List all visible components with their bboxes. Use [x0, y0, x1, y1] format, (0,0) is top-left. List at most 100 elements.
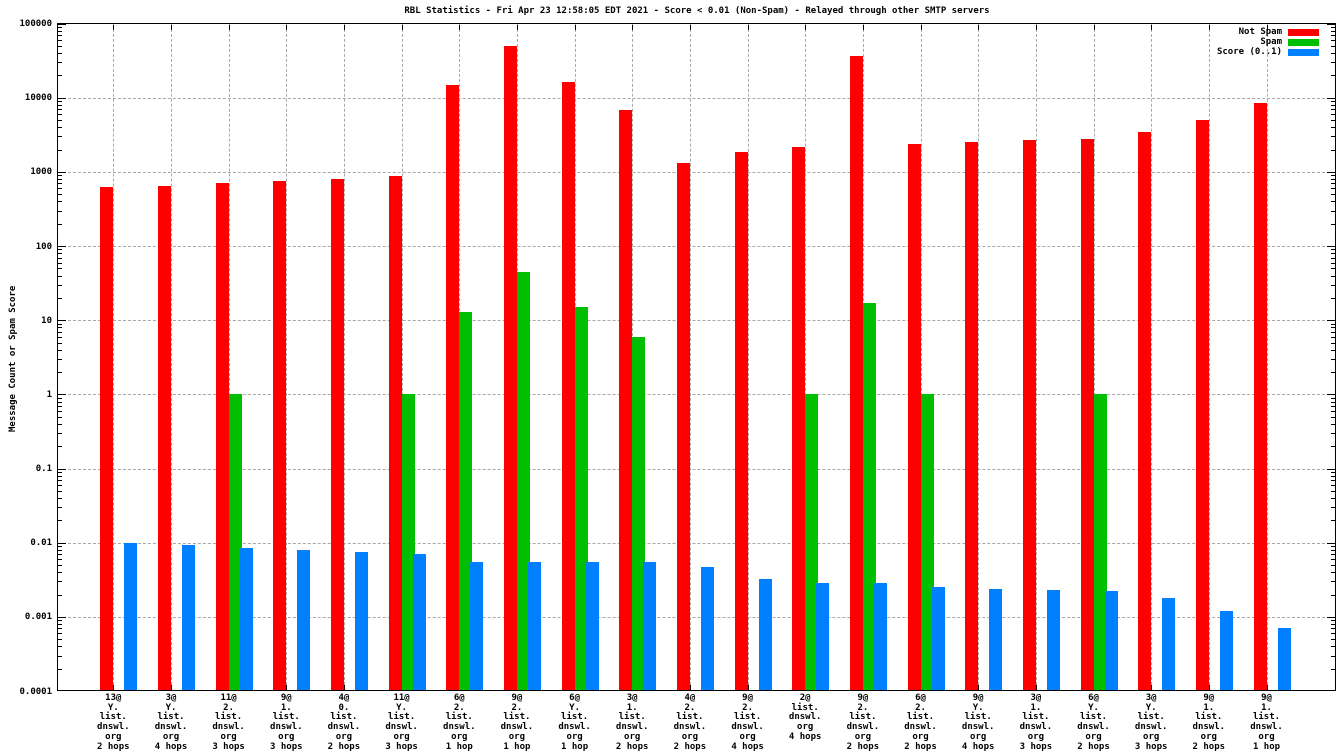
- x-tick-label-line: 2.: [742, 702, 754, 713]
- axis-tick-minor: [1331, 175, 1335, 177]
- gridline-h: [58, 171, 1335, 173]
- x-tick-label: 3@ Y. list. dnswl. org 3 hops: [1122, 693, 1180, 752]
- axis-tick-minor: [58, 249, 62, 251]
- legend: Not Spam Spam Score (0..1): [1217, 27, 1319, 57]
- axis-tick-minor: [1331, 45, 1335, 47]
- axis-tick-x: [286, 685, 288, 690]
- axis-tick-minor: [1331, 549, 1335, 551]
- x-tick-label-line: 4@: [338, 693, 350, 703]
- axis-tick-major: [58, 542, 66, 544]
- x-tick-label-line: 2 hops: [1077, 741, 1110, 752]
- axis-tick-minor: [58, 594, 62, 596]
- x-tick-label: 2@ list. dnswl. org 4 hops: [776, 693, 834, 743]
- x-tick-label-line: 2 hops: [673, 741, 707, 752]
- x-tick-label-line: org: [912, 731, 929, 742]
- axis-tick-minor: [1331, 323, 1335, 325]
- axis-tick-major: [1327, 320, 1335, 322]
- bar-score: [470, 561, 484, 690]
- axis-tick-minor: [58, 358, 62, 360]
- x-tick-label-line: list.: [734, 712, 762, 723]
- bar-not-spam: [100, 187, 114, 690]
- x-tick-label-line: dnswl.: [1134, 722, 1168, 733]
- x-tick-label-line: list.: [791, 702, 819, 713]
- x-tick-label-line: list.: [1022, 712, 1050, 723]
- axis-tick-x: [516, 24, 518, 30]
- y-tick-label: 0.01: [30, 538, 52, 549]
- x-tick-label-line: 3 hops: [1134, 741, 1168, 752]
- axis-tick-minor: [58, 405, 62, 407]
- x-tick-label-line: 4 hops: [731, 741, 764, 752]
- axis-tick-minor: [1331, 475, 1335, 477]
- bar-not-spam: [792, 147, 806, 690]
- bar-not-spam: [1022, 140, 1036, 690]
- bar-not-spam: [1080, 139, 1094, 690]
- x-tick-label: 4@ 0. list. dnswl. org 2 hops: [315, 693, 373, 752]
- x-tick-label-line: 2.: [511, 702, 523, 713]
- axis-tick-minor: [58, 35, 62, 36]
- axis-tick-x: [920, 24, 922, 30]
- axis-tick-minor: [58, 331, 62, 333]
- axis-tick-minor: [1331, 257, 1335, 259]
- x-tick-label-line: 6@: [453, 693, 465, 703]
- legend-item-not-spam: Not Spam: [1217, 27, 1319, 37]
- x-tick-label-line: 9@: [511, 693, 523, 703]
- legend-item-score: Score (0..1): [1217, 47, 1319, 57]
- axis-tick-x: [459, 24, 461, 30]
- axis-tick-major: [1327, 97, 1335, 99]
- axis-tick-minor: [58, 572, 62, 574]
- axis-tick-x: [1151, 685, 1153, 690]
- axis-tick-minor: [1331, 101, 1335, 103]
- axis-tick-major: [1327, 542, 1335, 544]
- axis-tick-x: [113, 24, 115, 30]
- axis-tick-minor: [58, 323, 62, 325]
- x-tick-label-line: dnswl.: [904, 722, 937, 733]
- legend-label-spam: Spam: [1260, 37, 1282, 47]
- x-tick-label-line: 3@: [1030, 693, 1042, 703]
- axis-tick-minor: [1331, 572, 1335, 574]
- bar-not-spam: [158, 185, 171, 690]
- x-tick-label-line: org: [624, 731, 641, 742]
- axis-tick-x: [689, 685, 691, 690]
- axis-tick-minor: [58, 284, 62, 286]
- x-tick-label-line: 1.: [626, 702, 638, 713]
- x-tick-label-line: 9@: [857, 693, 869, 703]
- axis-tick-minor: [58, 40, 62, 41]
- bar-spam: [632, 336, 646, 690]
- x-tick-label-line: list.: [330, 712, 358, 723]
- axis-tick-minor: [58, 401, 62, 403]
- axis-tick-minor: [58, 628, 62, 630]
- gridline-v: [689, 24, 691, 690]
- bar-score: [239, 547, 253, 690]
- x-tick-label-line: 1.: [1030, 702, 1042, 713]
- axis-tick-x: [343, 685, 345, 690]
- x-tick-label-line: org: [278, 731, 295, 742]
- x-tick-label-line: org: [681, 731, 699, 742]
- x-tick-label-line: list.: [1195, 712, 1223, 723]
- y-tick-label: 100000: [19, 19, 52, 29]
- x-tick-label-line: dnswl.: [327, 722, 361, 733]
- axis-tick-x: [171, 24, 172, 30]
- bar-not-spam: [330, 178, 344, 690]
- axis-tick-minor: [58, 410, 62, 412]
- x-tick-label-line: org: [220, 731, 237, 742]
- x-tick-label-line: 0.: [338, 702, 350, 713]
- bar-not-spam: [907, 143, 921, 690]
- gridline-v: [1093, 24, 1095, 690]
- x-tick-label-line: 1 hop: [445, 741, 473, 752]
- axis-tick-minor: [1331, 446, 1335, 448]
- bar-not-spam: [446, 84, 460, 690]
- x-tick-label: 9@ 2. list. dnswl. org 4 hops: [719, 693, 777, 752]
- axis-tick-minor: [1331, 149, 1335, 151]
- axis-tick-minor: [1331, 188, 1335, 190]
- bar-spam: [574, 307, 588, 690]
- axis-tick-minor: [1331, 559, 1335, 561]
- bar-score: [585, 561, 599, 690]
- x-tick-label: 3@ Y. list. dnswl. org 4 hops: [142, 693, 200, 752]
- axis-tick-minor: [1331, 423, 1335, 425]
- axis-tick-minor: [58, 104, 62, 106]
- axis-tick-minor: [1331, 349, 1335, 351]
- axis-tick-minor: [1331, 114, 1335, 116]
- axis-tick-major: [58, 468, 66, 470]
- bar-spam: [1093, 394, 1107, 690]
- plot-border: [57, 23, 1336, 691]
